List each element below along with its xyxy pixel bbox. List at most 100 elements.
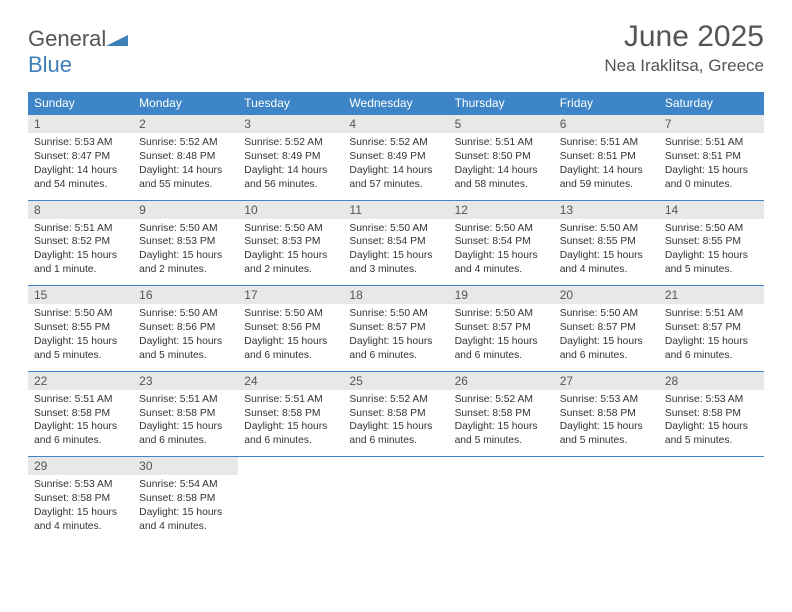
sunrise-text: Sunrise: 5:50 AM xyxy=(560,307,653,321)
day-content: Sunrise: 5:51 AMSunset: 8:52 PMDaylight:… xyxy=(28,219,133,286)
daylight-text: Daylight: 15 hours and 4 minutes. xyxy=(455,249,548,277)
day-number: 27 xyxy=(554,372,659,390)
location: Nea Iraklitsa, Greece xyxy=(604,56,764,76)
daylight-text: Daylight: 15 hours and 3 minutes. xyxy=(349,249,442,277)
sunset-text: Sunset: 8:58 PM xyxy=(244,407,337,421)
sunset-text: Sunset: 8:48 PM xyxy=(139,150,232,164)
daylight-text: Daylight: 15 hours and 6 minutes. xyxy=(455,335,548,363)
day-header-cell: Saturday xyxy=(659,92,764,115)
sunset-text: Sunset: 8:53 PM xyxy=(244,235,337,249)
day-number: 30 xyxy=(133,457,238,475)
sunrise-text: Sunrise: 5:52 AM xyxy=(455,393,548,407)
day-content: Sunrise: 5:50 AMSunset: 8:55 PMDaylight:… xyxy=(28,304,133,371)
day-cell: 17Sunrise: 5:50 AMSunset: 8:56 PMDayligh… xyxy=(238,286,343,372)
daylight-text: Daylight: 15 hours and 5 minutes. xyxy=(34,335,127,363)
sunrise-text: Sunrise: 5:52 AM xyxy=(349,393,442,407)
sunset-text: Sunset: 8:49 PM xyxy=(349,150,442,164)
sunrise-text: Sunrise: 5:50 AM xyxy=(244,222,337,236)
day-cell: 25Sunrise: 5:52 AMSunset: 8:58 PMDayligh… xyxy=(343,371,448,457)
sunset-text: Sunset: 8:58 PM xyxy=(560,407,653,421)
sunset-text: Sunset: 8:53 PM xyxy=(139,235,232,249)
sunset-text: Sunset: 8:57 PM xyxy=(349,321,442,335)
daylight-text: Daylight: 15 hours and 2 minutes. xyxy=(139,249,232,277)
day-content: Sunrise: 5:53 AMSunset: 8:58 PMDaylight:… xyxy=(28,475,133,542)
daylight-text: Daylight: 15 hours and 5 minutes. xyxy=(665,420,758,448)
daylight-text: Daylight: 15 hours and 6 minutes. xyxy=(244,420,337,448)
sunrise-text: Sunrise: 5:51 AM xyxy=(34,222,127,236)
sunset-text: Sunset: 8:55 PM xyxy=(34,321,127,335)
day-content: Sunrise: 5:52 AMSunset: 8:58 PMDaylight:… xyxy=(449,390,554,457)
day-cell: 27Sunrise: 5:53 AMSunset: 8:58 PMDayligh… xyxy=(554,371,659,457)
sunrise-text: Sunrise: 5:53 AM xyxy=(665,393,758,407)
sunrise-text: Sunrise: 5:51 AM xyxy=(665,136,758,150)
sunrise-text: Sunrise: 5:50 AM xyxy=(455,222,548,236)
daylight-text: Daylight: 15 hours and 5 minutes. xyxy=(560,420,653,448)
sunset-text: Sunset: 8:56 PM xyxy=(139,321,232,335)
sunset-text: Sunset: 8:58 PM xyxy=(665,407,758,421)
day-number: 8 xyxy=(28,201,133,219)
sunrise-text: Sunrise: 5:50 AM xyxy=(665,222,758,236)
day-cell: 4Sunrise: 5:52 AMSunset: 8:49 PMDaylight… xyxy=(343,115,448,201)
sunrise-text: Sunrise: 5:50 AM xyxy=(34,307,127,321)
day-header-cell: Tuesday xyxy=(238,92,343,115)
sunrise-text: Sunrise: 5:50 AM xyxy=(139,307,232,321)
sunrise-text: Sunrise: 5:53 AM xyxy=(34,136,127,150)
daylight-text: Daylight: 15 hours and 5 minutes. xyxy=(455,420,548,448)
day-content: Sunrise: 5:51 AMSunset: 8:51 PMDaylight:… xyxy=(554,133,659,200)
day-cell: 28Sunrise: 5:53 AMSunset: 8:58 PMDayligh… xyxy=(659,371,764,457)
day-cell: 8Sunrise: 5:51 AMSunset: 8:52 PMDaylight… xyxy=(28,200,133,286)
day-content: Sunrise: 5:51 AMSunset: 8:58 PMDaylight:… xyxy=(133,390,238,457)
day-number: 3 xyxy=(238,115,343,133)
day-cell: 26Sunrise: 5:52 AMSunset: 8:58 PMDayligh… xyxy=(449,371,554,457)
sunrise-text: Sunrise: 5:54 AM xyxy=(139,478,232,492)
sunrise-text: Sunrise: 5:52 AM xyxy=(139,136,232,150)
day-number: 23 xyxy=(133,372,238,390)
day-number-empty xyxy=(449,457,554,475)
day-header-row: SundayMondayTuesdayWednesdayThursdayFrid… xyxy=(28,92,764,115)
calendar-table: SundayMondayTuesdayWednesdayThursdayFrid… xyxy=(28,92,764,542)
day-number: 12 xyxy=(449,201,554,219)
day-cell: 18Sunrise: 5:50 AMSunset: 8:57 PMDayligh… xyxy=(343,286,448,372)
sunset-text: Sunset: 8:57 PM xyxy=(455,321,548,335)
day-cell: 15Sunrise: 5:50 AMSunset: 8:55 PMDayligh… xyxy=(28,286,133,372)
day-cell: 6Sunrise: 5:51 AMSunset: 8:51 PMDaylight… xyxy=(554,115,659,201)
day-content: Sunrise: 5:50 AMSunset: 8:55 PMDaylight:… xyxy=(659,219,764,286)
sunrise-text: Sunrise: 5:51 AM xyxy=(244,393,337,407)
day-content: Sunrise: 5:50 AMSunset: 8:53 PMDaylight:… xyxy=(238,219,343,286)
logo-text-blue: Blue xyxy=(28,52,72,77)
day-number: 22 xyxy=(28,372,133,390)
day-number: 18 xyxy=(343,286,448,304)
sunset-text: Sunset: 8:49 PM xyxy=(244,150,337,164)
day-cell: 20Sunrise: 5:50 AMSunset: 8:57 PMDayligh… xyxy=(554,286,659,372)
day-content: Sunrise: 5:50 AMSunset: 8:54 PMDaylight:… xyxy=(449,219,554,286)
day-cell xyxy=(659,457,764,542)
sunrise-text: Sunrise: 5:52 AM xyxy=(349,136,442,150)
sunset-text: Sunset: 8:55 PM xyxy=(560,235,653,249)
day-cell: 5Sunrise: 5:51 AMSunset: 8:50 PMDaylight… xyxy=(449,115,554,201)
day-content: Sunrise: 5:53 AMSunset: 8:58 PMDaylight:… xyxy=(659,390,764,457)
sunrise-text: Sunrise: 5:51 AM xyxy=(560,136,653,150)
sunset-text: Sunset: 8:58 PM xyxy=(34,407,127,421)
day-content: Sunrise: 5:52 AMSunset: 8:48 PMDaylight:… xyxy=(133,133,238,200)
day-cell: 13Sunrise: 5:50 AMSunset: 8:55 PMDayligh… xyxy=(554,200,659,286)
day-content: Sunrise: 5:52 AMSunset: 8:49 PMDaylight:… xyxy=(238,133,343,200)
day-content: Sunrise: 5:52 AMSunset: 8:58 PMDaylight:… xyxy=(343,390,448,457)
sunrise-text: Sunrise: 5:50 AM xyxy=(139,222,232,236)
day-number: 20 xyxy=(554,286,659,304)
sunrise-text: Sunrise: 5:50 AM xyxy=(560,222,653,236)
day-number: 15 xyxy=(28,286,133,304)
daylight-text: Daylight: 15 hours and 6 minutes. xyxy=(560,335,653,363)
sunset-text: Sunset: 8:50 PM xyxy=(455,150,548,164)
day-number: 4 xyxy=(343,115,448,133)
daylight-text: Daylight: 15 hours and 6 minutes. xyxy=(665,335,758,363)
sunrise-text: Sunrise: 5:50 AM xyxy=(455,307,548,321)
sunrise-text: Sunrise: 5:51 AM xyxy=(455,136,548,150)
week-row: 8Sunrise: 5:51 AMSunset: 8:52 PMDaylight… xyxy=(28,200,764,286)
day-content: Sunrise: 5:50 AMSunset: 8:53 PMDaylight:… xyxy=(133,219,238,286)
day-cell: 10Sunrise: 5:50 AMSunset: 8:53 PMDayligh… xyxy=(238,200,343,286)
day-content: Sunrise: 5:51 AMSunset: 8:57 PMDaylight:… xyxy=(659,304,764,371)
day-cell: 22Sunrise: 5:51 AMSunset: 8:58 PMDayligh… xyxy=(28,371,133,457)
day-number: 13 xyxy=(554,201,659,219)
sunrise-text: Sunrise: 5:50 AM xyxy=(349,222,442,236)
sunrise-text: Sunrise: 5:52 AM xyxy=(244,136,337,150)
